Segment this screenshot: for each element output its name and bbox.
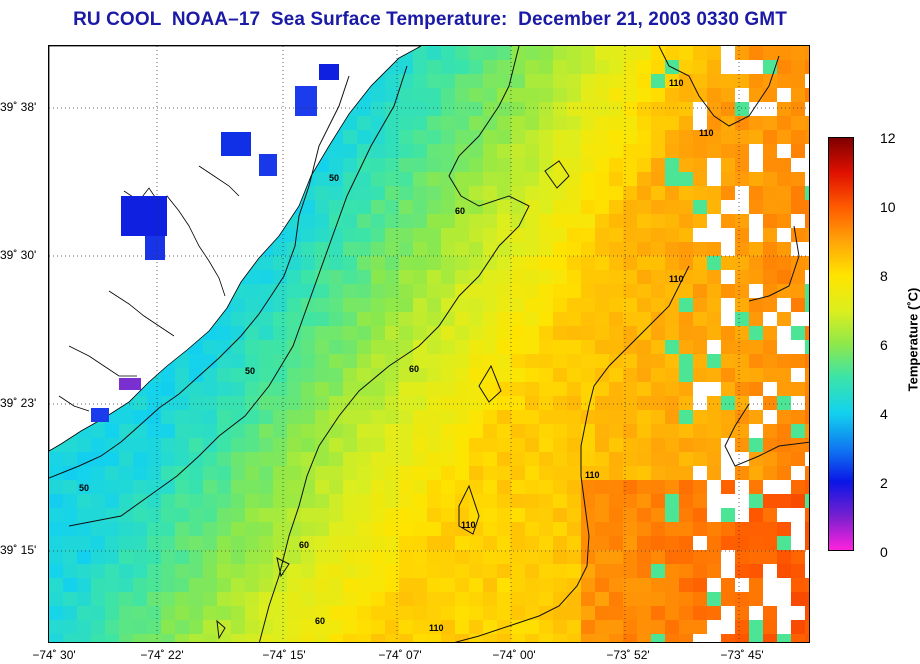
contour-label: 50 [79, 483, 89, 493]
coastline-detail [58, 165, 240, 412]
longitude-label: −74˚ 15' [262, 648, 306, 662]
contour-labels: 50 50 50 60 60 60 60 110 110 110 110 110 110 [79, 78, 714, 633]
land-area [49, 46, 422, 452]
longitude-label: −74˚ 30' [32, 648, 76, 662]
latitude-label: 39˚ 30' [0, 248, 37, 262]
colorbar-tick: 6 [880, 337, 888, 353]
longitude-label: −74˚ 00' [492, 648, 536, 662]
contour-label: 110 [429, 623, 444, 633]
sst-map: 50 50 50 60 60 60 60 110 110 110 110 110 110 [48, 45, 810, 643]
colorbar-tick: 2 [880, 475, 888, 491]
colorbar-tick: 0 [880, 544, 888, 560]
contour-label: 60 [315, 616, 325, 626]
contour-label: 50 [329, 173, 339, 183]
contour-label: 60 [299, 540, 309, 550]
colorbar-tick: 10 [880, 199, 896, 215]
temperature-colorbar [828, 137, 854, 551]
longitude-label: −74˚ 22' [140, 648, 184, 662]
latitude-label: 39˚ 38' [0, 100, 37, 114]
sst-map-canvas: 50 50 50 60 60 60 60 110 110 110 110 110 110 [49, 46, 809, 642]
contour-label: 60 [409, 364, 419, 374]
contour-label: 110 [669, 78, 684, 88]
colorbar-tick: 8 [880, 268, 888, 284]
colorbar-tick: 4 [880, 406, 888, 422]
contour-lines [49, 46, 809, 642]
bay-pixels [91, 64, 339, 422]
colorbar-label: Temperature (˚C) [905, 287, 920, 392]
contour-label: 110 [669, 274, 684, 284]
contour-label: 110 [585, 470, 600, 480]
contour-label: 50 [245, 366, 255, 376]
longitude-label: −73˚ 45' [720, 648, 764, 662]
contour-label: 110 [699, 128, 714, 138]
latitude-label: 39˚ 15' [0, 543, 37, 557]
contour-label: 110 [461, 520, 476, 530]
longitude-label: −74˚ 07' [378, 648, 422, 662]
longitude-label: −73˚ 52' [606, 648, 650, 662]
graticule [49, 46, 809, 642]
colorbar-tick: 12 [880, 130, 896, 146]
latitude-label: 39˚ 23' [0, 396, 37, 410]
map-title: RU COOL NOAA–17 Sea Surface Temperature:… [73, 9, 787, 30]
contour-label: 60 [455, 206, 465, 216]
